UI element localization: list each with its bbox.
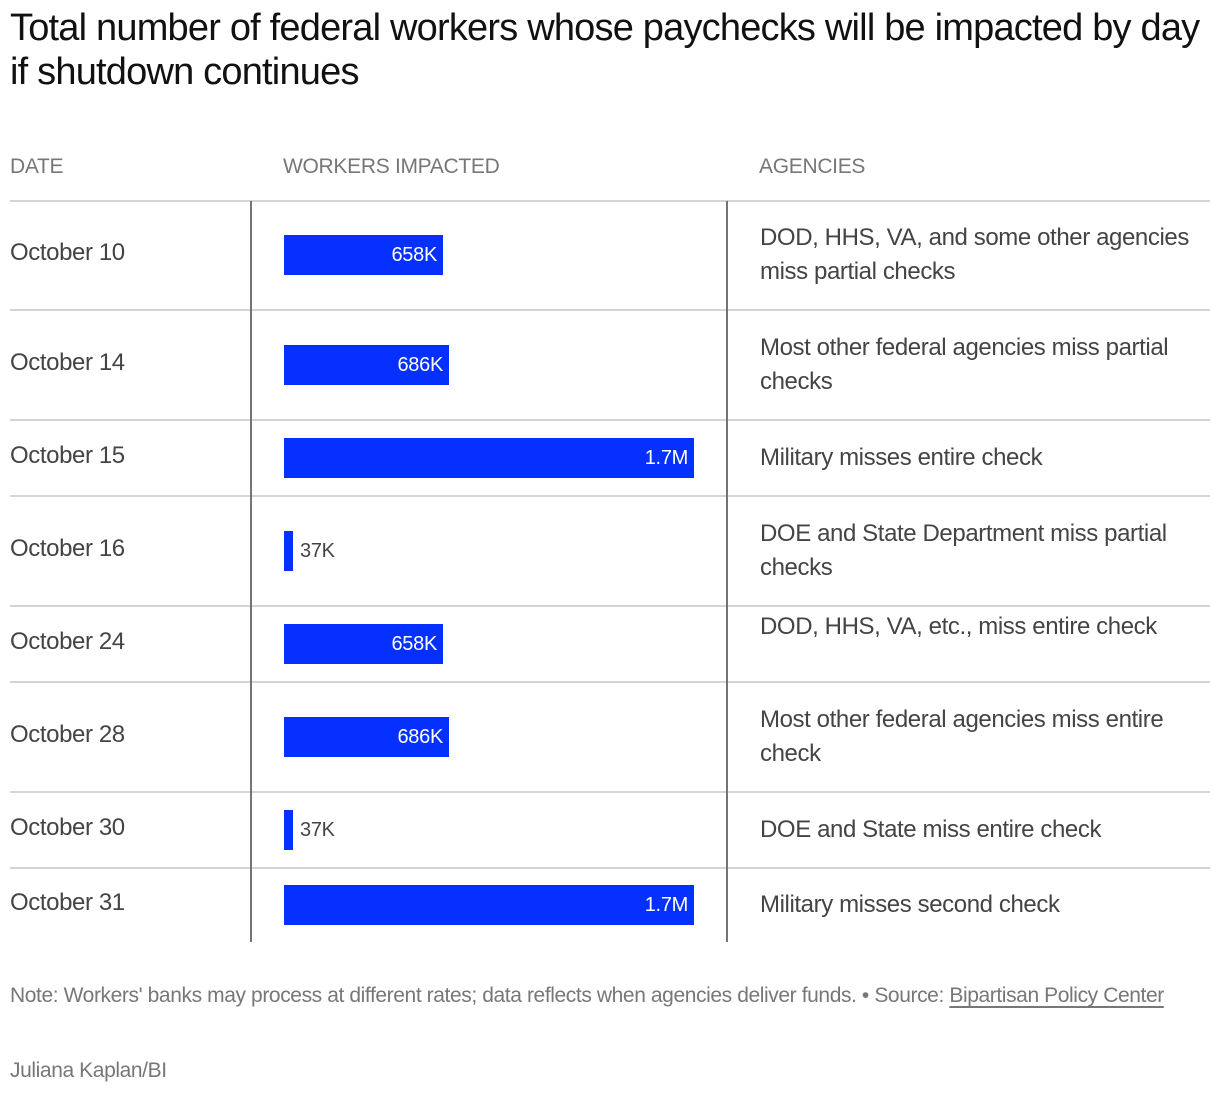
agency-description: Military misses second check [760,891,1060,918]
agency-description: DOD, HHS, VA, and some other agencies mi… [760,224,1189,285]
column-header-workers-impacted: WORKERS IMPACTED [283,155,500,178]
agency-description: DOE and State miss entire check [760,816,1102,843]
date-label: October 24 [10,628,125,655]
date-label: October 15 [10,442,125,469]
agency-description: Military misses entire check [760,444,1043,471]
table-row: October 28 686K Most other federal agencie… [0,682,1220,792]
row-divider [10,495,1210,497]
bar-value-label: 686K [397,726,443,748]
column-divider-right [726,201,728,942]
table-row: October 24 658K DOD, HHS, VA, etc., miss e… [0,606,1220,682]
table-row: October 30 37K DOE and State miss entire c… [0,792,1220,868]
column-header-date: DATE [10,155,64,178]
bar-value-label: 658K [391,633,437,655]
chart-credit: Juliana Kaplan/BI [10,1059,167,1082]
table-row: October 10 658K DOD, HHS, VA, and some oth… [0,200,1220,310]
bar [284,717,449,757]
bar-value-label: 37K [300,819,335,841]
bar-value-label: 37K [300,540,335,562]
row-divider [10,681,1210,683]
bar-value-label: 1.7M [644,447,689,469]
column-header-agencies: AGENCIES [759,155,866,178]
agency-description: Most other federal agencies miss entire … [760,706,1164,767]
bar-value-label: 658K [391,244,437,266]
date-label: October 16 [10,535,125,562]
row-divider [10,867,1210,869]
table-row: October 14 686K Most other federal agencie… [0,310,1220,420]
column-divider-left [250,201,252,942]
date-label: October 14 [10,349,125,376]
chart-note: Note: Workers' banks may process at diff… [10,982,1210,1009]
row-divider [10,200,1210,202]
date-label: October 28 [10,721,125,748]
bar-value-label: 1.7M [644,894,689,916]
bar [284,345,449,385]
agency-description: DOD, HHS, VA, etc., miss entire check [760,613,1157,640]
source-link[interactable]: Bipartisan Policy Center [949,984,1164,1007]
bar [284,624,443,664]
note-text: Note: Workers' banks may process at diff… [10,984,950,1007]
bar-value-label: 686K [397,354,443,376]
row-divider [10,605,1210,607]
bar [284,531,293,571]
agency-description: DOE and State Department miss partial ch… [760,520,1167,581]
row-divider [10,791,1210,793]
chart-title: Total number of federal workers whose pa… [10,7,1200,93]
row-divider [10,419,1210,421]
bar [284,810,293,850]
row-divider [10,309,1210,311]
date-label: October 10 [10,239,125,266]
table-row: October 15 1.7M Military misses entire che… [0,420,1220,496]
bar [284,885,694,925]
table-row: October 31 1.7M Military misses second che… [0,868,1220,942]
table-row: October 16 37K DOE and State Department mi… [0,496,1220,606]
bar [284,235,443,275]
date-label: October 31 [10,889,125,916]
date-label: October 30 [10,814,125,841]
bar [284,438,694,478]
agency-description: Most other federal agencies miss partial… [760,334,1169,395]
